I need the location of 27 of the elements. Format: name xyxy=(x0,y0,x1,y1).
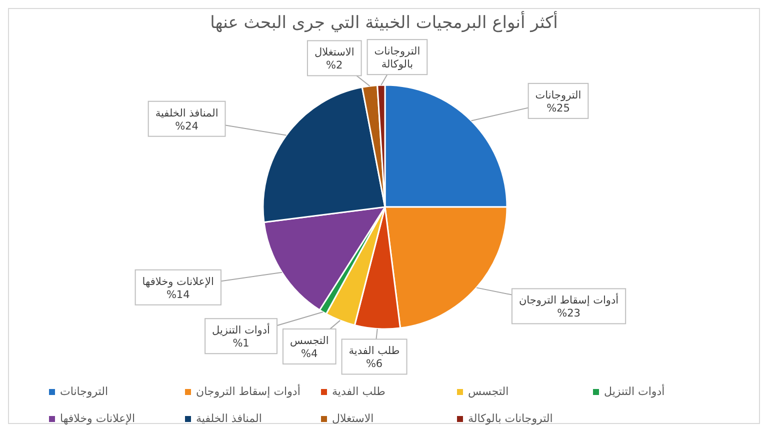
legend-label: أدوات التنزيل xyxy=(604,385,665,398)
slice-label: الإعلانات وخلافها xyxy=(142,276,214,288)
data-label: %6 xyxy=(366,358,383,370)
legend-label: أدوات إسقاط التروجان xyxy=(196,385,300,398)
legend-label: الاستغلال xyxy=(332,412,374,425)
data-label: %24 xyxy=(175,120,199,132)
legend-label: التروجانات xyxy=(60,385,108,398)
legend-label: طلب الفدية xyxy=(332,385,386,398)
slice-label: أدوات إسقاط التروجان xyxy=(518,292,619,307)
legend-label: التجسس xyxy=(468,385,509,398)
data-label: %1 xyxy=(232,338,250,350)
slice-label: طلب الفدية xyxy=(348,345,400,358)
slice-label: التجسس xyxy=(290,334,329,347)
legend-label: المنافذ الخلفية xyxy=(196,412,262,425)
legend-label: الإعلانات وخلافها xyxy=(60,412,136,425)
chart-title: أكثر أنواع البرمجيات الخبيثة التي جرى البحث عنها xyxy=(209,10,559,35)
data-label: %14 xyxy=(166,288,190,301)
slice-label: المنافذ الخلفية xyxy=(155,107,218,120)
slice-label: الاستغلال xyxy=(314,46,354,59)
data-label: %2 xyxy=(326,60,343,72)
slice-label: أدوات التنزيل xyxy=(212,322,270,337)
data-label: %23 xyxy=(557,308,580,320)
data-label: %4 xyxy=(301,348,318,360)
slice-label: التروجانات xyxy=(535,89,582,102)
slice-label: التروجانات بالوكالة xyxy=(374,46,420,71)
legend-label: التروجانات بالوكالة xyxy=(468,412,553,425)
data-label: %25 xyxy=(546,102,570,114)
